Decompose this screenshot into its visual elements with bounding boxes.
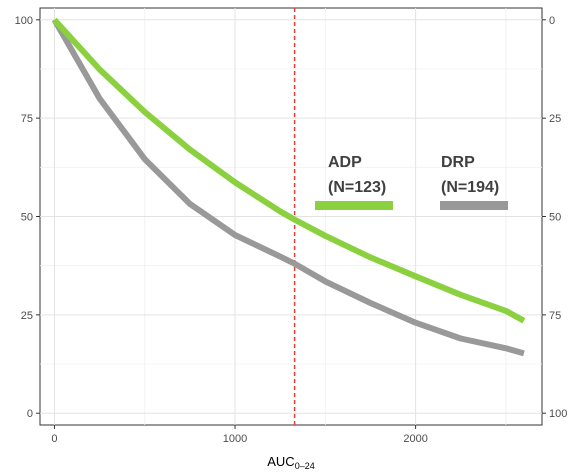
legend-adp-name: ADP xyxy=(328,154,362,171)
y-tick-label: 25 xyxy=(21,310,33,322)
axes: 0 1000 2000 0 25 50 75 100 100 75 50 25 0 xyxy=(15,15,568,445)
y2-tick-label: 0 xyxy=(549,15,555,27)
grid xyxy=(40,8,542,425)
x-tick-label: 0 xyxy=(51,433,57,445)
series-line-drp xyxy=(51,18,525,357)
y2-tick-label: 100 xyxy=(549,408,567,420)
y-tick-label: 75 xyxy=(21,113,33,125)
legend-adp-swatch xyxy=(315,201,393,210)
y2-tick-label: 25 xyxy=(549,113,561,125)
series-layer xyxy=(51,17,526,357)
legend-drp-swatch xyxy=(440,201,508,210)
legend-drp-n: (N=194) xyxy=(441,179,499,196)
legend: ADP (N=123) DRP (N=194) xyxy=(315,154,508,210)
series-line-adp xyxy=(52,17,526,324)
x-tick-label: 1000 xyxy=(223,433,247,445)
x-tick-label: 2000 xyxy=(403,433,427,445)
x-axis-title-subscript: 0–24 xyxy=(295,461,315,471)
legend-drp-name: DRP xyxy=(441,154,475,171)
x-axis-title: AUC0–24 xyxy=(267,454,314,471)
y2-tick-label: 75 xyxy=(549,310,561,322)
x-axis-title-main: AUC xyxy=(267,454,294,469)
y2-tick-label: 50 xyxy=(549,212,561,224)
y-tick-label: 50 xyxy=(21,212,33,224)
y-tick-label: 0 xyxy=(27,408,33,420)
legend-adp-n: (N=123) xyxy=(328,179,386,196)
y-tick-label: 100 xyxy=(15,15,33,27)
